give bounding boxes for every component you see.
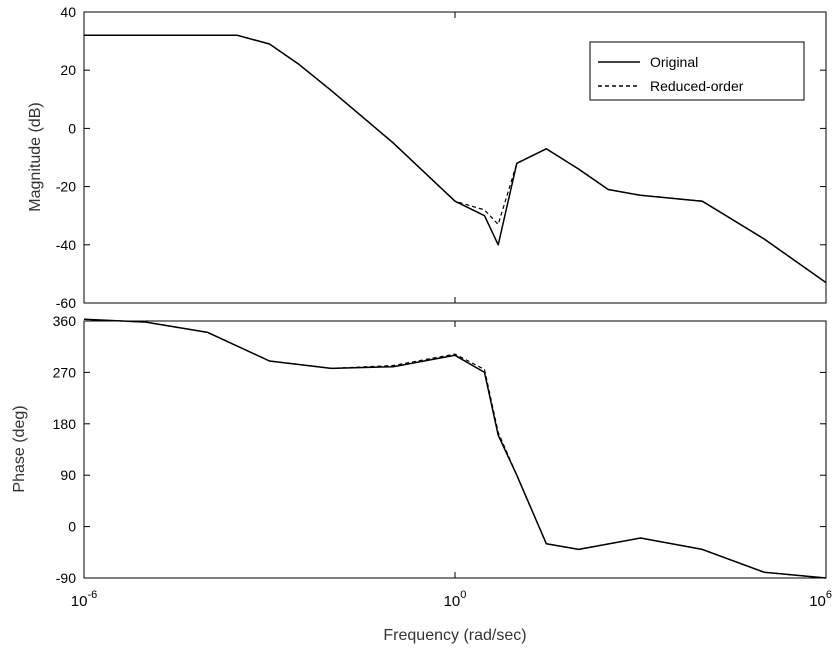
legend-label-original: Original [650, 54, 698, 70]
phase-y-tick-label: 90 [60, 467, 76, 483]
x-tick-label: 100 [444, 589, 467, 610]
magnitude-y-tick-label: 0 [68, 120, 76, 136]
x-tick-label: 106 [809, 589, 832, 610]
x-tick-exponent: 6 [826, 589, 832, 601]
x-tick-base: 10 [444, 593, 461, 610]
magnitude-panel: -60 -40 -20 0 20 40 Magnitude (dB) Original R… [27, 4, 827, 311]
magnitude-x-ticks [83, 12, 827, 303]
x-tick-label: 10-6 [71, 589, 97, 610]
phase-y-tick-label: 180 [53, 416, 77, 432]
phase-plot-area [83, 320, 827, 579]
x-tick-exponent: 0 [460, 589, 466, 601]
magnitude-y-ticks: -60 -40 -20 0 20 40 [56, 4, 826, 311]
phase-series-original [83, 318, 827, 579]
legend: Original Reduced-order [589, 41, 805, 101]
phase-y-axis-title: Phase (deg) [11, 405, 28, 492]
legend-label-reduced-order: Reduced-order [650, 78, 744, 94]
x-tick-base: 10 [809, 593, 826, 610]
x-tick-exponent: -6 [87, 589, 97, 601]
phase-y-tick-label: 0 [68, 519, 76, 535]
legend-box [589, 41, 805, 101]
phase-lines [83, 318, 827, 579]
magnitude-y-axis-title: Magnitude (dB) [27, 102, 44, 211]
magnitude-lines [84, 34, 827, 284]
magnitude-y-tick-label: -60 [56, 295, 76, 311]
x-axis-title: Frequency (rad/sec) [383, 627, 526, 644]
phase-y-tick-label: 360 [53, 313, 77, 329]
magnitude-y-tick-label: 40 [60, 4, 76, 20]
x-tick-base: 10 [71, 593, 88, 610]
phase-y-ticks: -90 0 90 180 270 360 [53, 313, 826, 586]
magnitude-series-reduced-order [84, 34, 827, 284]
phase-y-tick-label: 270 [53, 364, 77, 380]
phase-y-tick-label: -90 [56, 570, 76, 586]
phase-x-ticks: 10-6 100 106 [71, 321, 832, 610]
magnitude-y-tick-label: -40 [56, 237, 76, 253]
magnitude-y-tick-label: 20 [60, 62, 76, 78]
magnitude-y-tick-label: -20 [56, 179, 76, 195]
